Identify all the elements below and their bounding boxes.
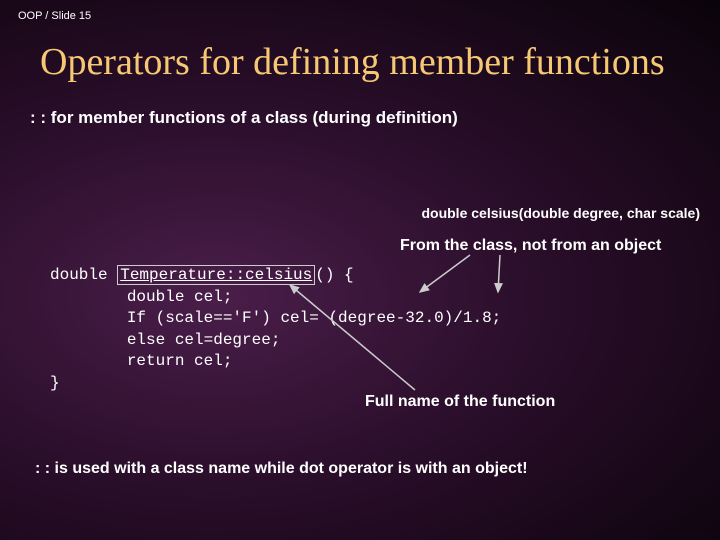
- footer-note: : : is used with a class name while dot …: [35, 460, 528, 478]
- annotation-from-class: From the class, not from an object: [400, 237, 661, 255]
- code-line-2: double cel;: [50, 288, 232, 306]
- code-line-6: }: [50, 374, 60, 392]
- code-block: double Temperature::celsius() { double c…: [50, 265, 501, 395]
- code-line-4: else cel=degree;: [50, 331, 280, 349]
- slide-subtitle: : : for member functions of a class (dur…: [30, 108, 458, 128]
- code-boxed-qualifier: Temperature::celsius: [117, 265, 315, 285]
- function-signature: double celsius(double degree, char scale…: [421, 205, 700, 221]
- code-line-1c: () {: [315, 266, 353, 284]
- breadcrumb: OOP / Slide 15: [18, 10, 91, 22]
- code-line-1a: double: [50, 266, 108, 284]
- code-line-3: If (scale=='F') cel= (degree-32.0)/1.8;: [50, 309, 501, 327]
- code-line-5: return cel;: [50, 352, 232, 370]
- slide-title: Operators for defining member functions: [40, 40, 665, 84]
- annotation-full-name: Full name of the function: [365, 393, 555, 411]
